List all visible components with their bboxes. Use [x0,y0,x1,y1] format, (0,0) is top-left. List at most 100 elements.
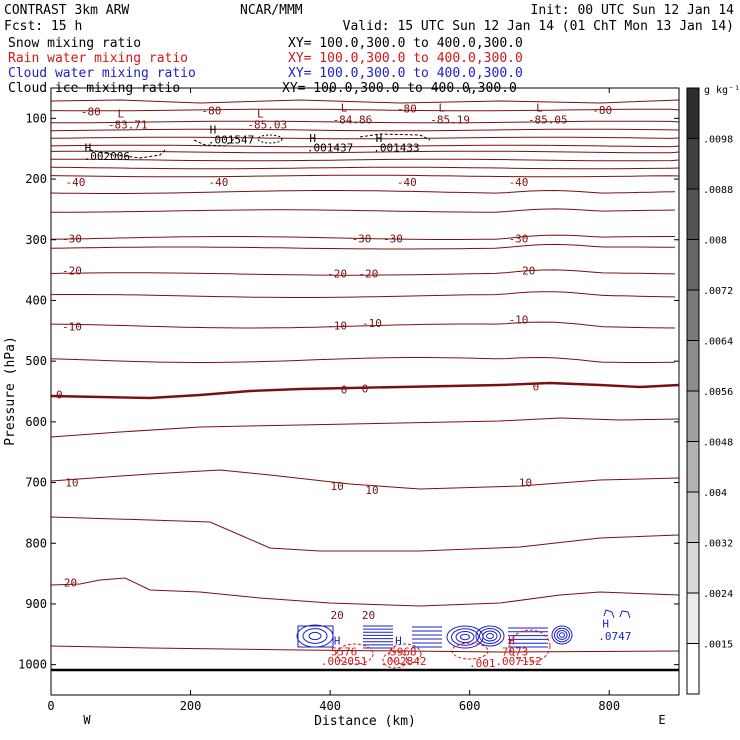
extremum-value: -85.05 [528,114,568,127]
isotherm-10 [50,469,680,490]
colorbar-segment [687,593,699,644]
isotherm-label: -10 [327,319,347,332]
isotherm-label: -30 [352,233,372,246]
y-tick-label: 900 [25,597,47,611]
isotherm-label: 20 [64,577,77,590]
isotherm--80 [50,99,680,104]
isotherm-line [50,356,676,363]
extremum-value: -84.86 [333,114,373,127]
ice-contour [359,133,431,141]
field-name-cloud-water: Cloud water mixing ratio [8,66,196,81]
rain-contour [451,642,489,660]
extremum-value: -85.03 [247,118,287,131]
colorbar-segment [687,441,699,492]
x-tick-label: 800 [598,699,620,713]
cloud-water-contour [302,628,328,644]
isotherm-label: -30 [383,233,403,246]
extremum-marker: H [334,634,341,647]
extremum-value: 5968 [390,645,417,658]
colorbar-segment [687,492,699,543]
isotherm-label: -80 [397,103,417,116]
cloud-water-contour [556,630,568,640]
isotherm-label: 0 [533,381,540,394]
cloud-water-contour [297,625,334,648]
upper-isoline [50,150,680,154]
y-tick-label: 600 [25,415,47,429]
header-model: CONTRAST 3km ARW [4,3,129,18]
colorbar-segment [687,643,699,694]
extremum-marker: L [438,101,445,114]
plot-area: -80 -80 -80 -80-40 -40 -40 -40-30 -30 -30 -30-20-… [18,87,680,713]
extremum-value: .0747 [598,630,631,643]
colorbar-segment [687,391,699,442]
header-valid: Valid: 15 UTC Sun 12 Jan 14 (01 ChT Mon … [343,19,734,34]
isotherm-label: -40 [397,176,417,189]
isotherm-label: -10 [509,313,529,326]
cloud-water-contour [446,625,484,649]
field-xy-rain: XY= 100.0,300.0 to 400.0,300.0 [288,51,523,66]
extremum-marker: H [376,132,383,145]
isotherm-label: 10 [519,477,532,490]
x-tick-label: 0 [47,699,54,713]
isotherm-contours [50,99,680,672]
extrema-labels: L-83.71L-85.03L-84.86L-85.19L-85.05H.002… [84,101,632,669]
header-fcst: Fcst: 15 h [4,19,82,34]
colorbar-level-label: .0072 [703,286,733,297]
x-axis-label: Distance (km) [314,714,416,729]
cloud-water-contour [603,609,615,619]
hydrometeor-contours [89,133,631,669]
colorbar-level-label: .0064 [703,337,733,348]
isotherm-label: 20 [362,609,375,622]
isotherm-label: 20 [330,609,343,622]
plot-frame [50,87,680,696]
cloud-water-contour [554,627,570,643]
colorbar-segment [687,138,699,189]
isotherm-label: -40 [509,176,529,189]
rain-contour [509,629,551,663]
isotherm-label: -30 [509,233,529,246]
colorbar-segment [687,239,699,290]
x-tick-label: 200 [180,699,202,713]
field-legend: Snow mixing ratio XY= 100.0,300.0 to 400… [8,36,523,96]
isotherm-label: 0 [362,382,369,395]
isotherm-20 [50,577,680,607]
y-axis-label: Pressure (hPa) [3,336,18,446]
colorbar-level-label: .0032 [703,539,733,550]
extremum-marker: H [309,132,316,145]
extremum-marker: L [536,101,543,114]
y-tick-label: 800 [25,536,47,550]
isotherm-label: -80 [81,106,101,119]
cloud-water-contour [460,633,470,641]
colorbar-level-label: .0088 [703,185,733,196]
cloud-water-contour [551,625,573,645]
colorbar-segment [687,189,699,240]
x-tick-label: 600 [459,699,481,713]
extremum-value: .002842 [380,655,426,668]
isotherm-label: 0 [341,384,348,397]
y-tick-label: 200 [25,172,47,186]
field-name-rain: Rain water mixing ratio [8,51,188,66]
ice-contour [257,134,283,144]
isotherm-label: -20 [327,268,347,281]
colorbar-segment [687,542,699,593]
extremum-value: .002051 [321,655,367,668]
isotherm-label: 10 [65,477,78,490]
isotherm-line [50,189,676,194]
field-xy-snow: XY= 100.0,300.0 to 400.0,300.0 [288,36,523,51]
extremum-marker: L [117,107,124,120]
x-end-label-west: W [83,713,91,727]
y-tick-label: 400 [25,293,47,307]
colorbar-level-label: .0098 [703,135,733,146]
ice-contour [193,137,236,147]
upper-isoline [50,136,680,140]
colorbar-level-label: .0015 [703,640,733,651]
isotherm-label: -80 [202,104,222,117]
extremum-value: .001547 [208,134,254,147]
extremum-marker: H [395,634,402,647]
rain-contour [382,651,408,669]
extremum-marker: H [602,617,609,630]
extremum-value: -83.71 [108,118,148,131]
colorbar-level-label: .0048 [703,438,733,449]
extremum-value: 7073 [502,645,529,658]
